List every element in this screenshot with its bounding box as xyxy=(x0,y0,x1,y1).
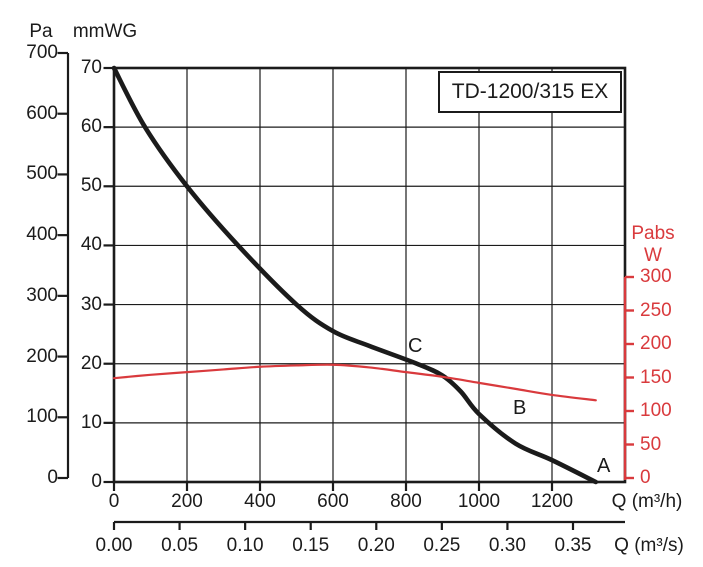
pa-tick-label-200: 200 xyxy=(26,345,58,367)
flow-axis-label-m3h: Q (m³/h) xyxy=(611,491,683,512)
pa-tick-label-700: 700 xyxy=(26,42,58,63)
mmwg-tick-label-20: 20 xyxy=(80,352,102,374)
m3h-tick-label-800: 800 xyxy=(390,491,422,512)
pabs-tick-label-300: 300 xyxy=(640,266,672,287)
mmwg-tick-label-0: 0 xyxy=(91,471,102,492)
pabs-tick-label-250: 250 xyxy=(640,299,672,321)
m3s-tick-label-0.10: 0.10 xyxy=(226,535,264,556)
m3h-tick-label-1000: 1000 xyxy=(457,491,501,512)
m3s-tick-label-0.30: 0.30 xyxy=(488,535,526,556)
curve-point-a: A xyxy=(597,455,611,477)
pabs-tick-label-150: 150 xyxy=(640,366,672,388)
watt-axis-header: W xyxy=(644,245,662,266)
curve-point-c: C xyxy=(408,335,423,357)
m3s-tick-label-0.15: 0.15 xyxy=(292,535,330,556)
m3s-tick-label-0.05: 0.05 xyxy=(161,535,199,556)
plot-border xyxy=(112,66,627,484)
pabs-tick-label-200: 200 xyxy=(640,333,672,354)
mmwg-tick-label-40: 40 xyxy=(80,234,102,256)
curve-point-b: B xyxy=(513,397,527,419)
pabs-tick-label-100: 100 xyxy=(640,400,672,421)
power-curve xyxy=(112,363,597,402)
mmwg-tick-label-10: 10 xyxy=(80,411,102,433)
m3h-tick-label-600: 600 xyxy=(317,491,349,512)
mmwg-tick-label-70: 70 xyxy=(80,57,102,78)
pabs-tick-label-50: 50 xyxy=(640,433,662,455)
pabs-axis-header: Pabs xyxy=(631,223,675,244)
pa-tick-label-500: 500 xyxy=(26,163,58,185)
pa-tick-label-0: 0 xyxy=(47,467,58,488)
pa-tick-label-300: 300 xyxy=(26,284,58,306)
m3s-tick-label-0.25: 0.25 xyxy=(423,535,461,556)
model-title-box: TD-1200/315 EX xyxy=(438,71,622,113)
pa-tick-label-100: 100 xyxy=(26,406,58,428)
flow-axis-label-m3s: Q (m³/s) xyxy=(614,535,684,556)
m3h-tick-label-0: 0 xyxy=(108,491,120,512)
pa-axis-header: Pa xyxy=(29,21,53,42)
pabs-tick-label-0: 0 xyxy=(640,467,651,488)
m3s-tick-label-0.35: 0.35 xyxy=(554,535,592,556)
m3h-tick-label-1200: 1200 xyxy=(530,491,574,512)
mmwg-axis-header: mmWG xyxy=(72,21,138,42)
mmwg-tick-label-50: 50 xyxy=(80,175,102,197)
pressure-curve xyxy=(111,65,599,485)
mmwg-tick-label-30: 30 xyxy=(80,293,102,315)
m3s-tick-label-0.20: 0.20 xyxy=(357,535,395,556)
pa-tick-label-400: 400 xyxy=(26,224,58,246)
m3h-tick-label-200: 200 xyxy=(171,491,203,512)
m3h-tick-label-400: 400 xyxy=(244,491,276,512)
m3s-tick-label-0.00: 0.00 xyxy=(95,535,133,556)
mmwg-tick-label-60: 60 xyxy=(80,116,102,138)
pa-tick-label-600: 600 xyxy=(26,102,58,124)
